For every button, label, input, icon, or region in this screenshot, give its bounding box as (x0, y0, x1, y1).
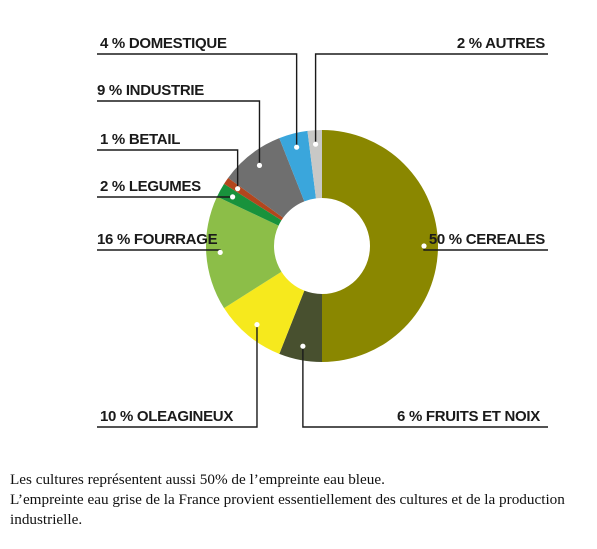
slice-industrie (228, 138, 305, 218)
leader-dot-fruits-et-noix (300, 343, 306, 349)
label-fourrage: 16 % FOURRAGE (97, 231, 218, 248)
leader-line-fruits-et-noix (302, 346, 548, 428)
leader-line-autres (314, 53, 548, 145)
leader-dot-industrie (256, 162, 263, 169)
label-legumes: 2 % LEGUMES (100, 178, 201, 195)
slice-oleagineux (224, 271, 305, 354)
slice-cereales (322, 130, 438, 362)
leader-dot-cereales (421, 243, 427, 249)
label-fruits-et-noix: 6 % FRUITS ET NOIX (397, 408, 540, 425)
label-autres: 2 % AUTRES (457, 35, 545, 52)
label-cereales: 50 % CEREALES (429, 231, 545, 248)
leader-dot-fourrage (217, 249, 223, 256)
slice-fruits-et-noix (279, 290, 322, 362)
leader-line-betail (97, 149, 239, 189)
label-betail: 1 % BETAIL (100, 131, 180, 148)
slice-legumes (217, 183, 282, 226)
label-oleagineux: 10 % OLEAGINEUX (100, 408, 233, 425)
leader-line-domestique (97, 53, 298, 148)
leader-dot-autres (312, 141, 319, 147)
caption: Les cultures représentent aussi 50% de l… (10, 470, 592, 530)
label-industrie: 9 % INDUSTRIE (97, 82, 204, 99)
leader-dot-betail (235, 186, 241, 192)
caption-line-1: Les cultures représentent aussi 50% de l… (10, 471, 385, 488)
caption-line-2: L’empreinte eau grise de la France provi… (10, 491, 565, 528)
leader-line-fourrage (97, 249, 221, 253)
leader-dot-domestique (294, 144, 300, 150)
slice-fourrage (206, 196, 282, 309)
slice-domestique (279, 130, 316, 202)
donut-chart: 50 % CEREALES 6 % FRUITS ET NOIX 10 % OLEA… (97, 35, 548, 428)
leader-line-industrie (97, 100, 261, 166)
leader-line-oleagineux (97, 324, 258, 428)
slice-autres (307, 130, 322, 199)
leader-dot-oleagineux (254, 321, 260, 328)
label-domestique: 4 % DOMESTIQUE (100, 35, 227, 52)
leader-dot-legumes (230, 194, 236, 200)
